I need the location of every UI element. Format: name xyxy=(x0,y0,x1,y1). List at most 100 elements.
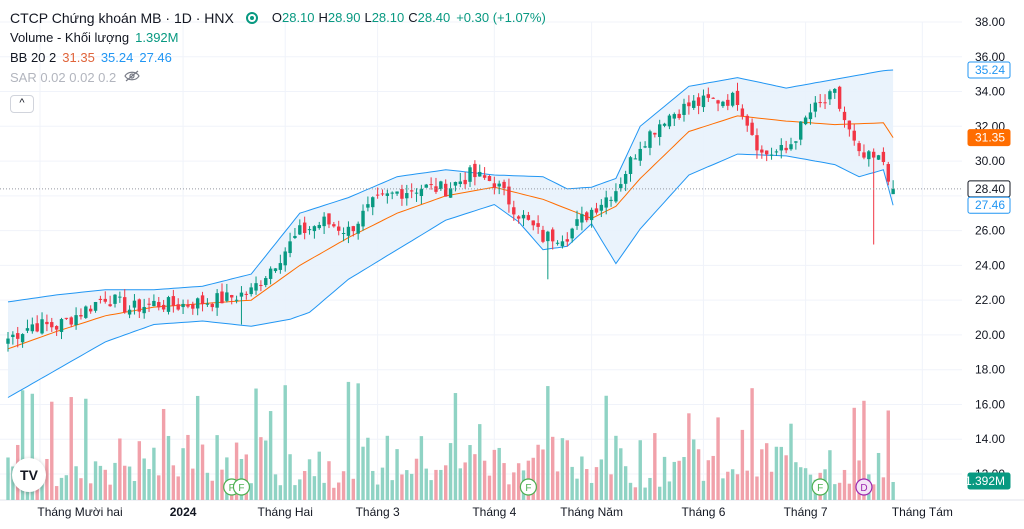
candle-body xyxy=(166,297,171,312)
bb-basis-value: 31.35 xyxy=(62,50,95,65)
volume-bar xyxy=(833,484,837,500)
volume-bar xyxy=(327,461,331,500)
volume-bar xyxy=(638,440,642,500)
volume-bar xyxy=(594,467,599,500)
volume-bar xyxy=(482,460,487,500)
sar-legend-row[interactable]: SAR 0.02 0.02 0.2 xyxy=(10,68,546,88)
candle-body xyxy=(400,188,404,199)
candle-body xyxy=(59,319,64,332)
candle-body xyxy=(730,92,735,106)
price-badge-label: 28.40 xyxy=(975,182,1005,196)
volume-bar xyxy=(152,447,156,500)
candle-body xyxy=(794,141,798,143)
candle-body xyxy=(828,91,832,100)
candle-body xyxy=(876,155,881,160)
volume-bar xyxy=(662,456,667,500)
candle-body xyxy=(502,181,506,189)
candle-body xyxy=(818,102,822,104)
candle-body xyxy=(633,158,638,160)
volume-bar xyxy=(604,395,608,500)
candle-body xyxy=(628,157,633,174)
candle-body xyxy=(390,192,394,194)
candle-body xyxy=(366,204,370,208)
volume-bar xyxy=(234,442,239,500)
candle-body xyxy=(444,183,448,197)
candle-body xyxy=(337,226,341,231)
volume-bar xyxy=(200,444,205,500)
volume-bar xyxy=(356,383,360,500)
tradingview-logo[interactable]: TV xyxy=(12,458,46,492)
time-axis-label: Tháng Hai xyxy=(258,505,313,519)
volume-bar xyxy=(273,474,278,500)
candle-body xyxy=(657,124,662,137)
volume-bar xyxy=(862,400,866,500)
sar-indicator-name: SAR 0.02 0.02 0.2 xyxy=(10,70,117,85)
volume-bar xyxy=(575,478,579,500)
candle-body xyxy=(769,154,774,156)
candle-body xyxy=(278,263,283,270)
volume-bar xyxy=(458,468,462,500)
price-tick-label: 26.00 xyxy=(975,224,1005,238)
volume-bar xyxy=(351,478,356,500)
symbol-title[interactable]: CTCP Chứng khoán MB · 1D · HNX xyxy=(10,10,234,26)
candle-body xyxy=(643,146,647,148)
candle-body xyxy=(118,296,122,298)
candle-body xyxy=(619,184,623,189)
candle-body xyxy=(623,174,628,184)
bb-legend-row[interactable]: BB 20 2 31.35 35.24 27.46 xyxy=(10,48,546,68)
candle-body xyxy=(458,181,462,185)
volume-bar xyxy=(137,441,142,500)
price-tick-label: 18.00 xyxy=(975,363,1005,377)
candle-body xyxy=(852,130,856,141)
volume-bar xyxy=(147,469,151,500)
candle-body xyxy=(550,229,555,242)
volume-bar xyxy=(648,477,652,500)
candle-body xyxy=(249,287,253,295)
candle-body xyxy=(760,149,764,153)
volume-bar xyxy=(740,429,745,500)
volume-bar xyxy=(774,446,779,500)
candle-body xyxy=(721,101,725,107)
hidden-eye-icon[interactable] xyxy=(124,68,140,88)
volume-bar xyxy=(337,482,341,500)
volume-bar xyxy=(254,388,258,500)
volume-bar xyxy=(444,465,448,500)
volume-bar xyxy=(385,435,390,500)
candle-body xyxy=(507,186,511,205)
candle-body xyxy=(614,191,618,202)
candle-body xyxy=(439,181,443,190)
volume-bar xyxy=(414,458,419,500)
volume-bar xyxy=(585,469,589,500)
candle-body xyxy=(696,97,701,106)
volume-bar xyxy=(502,463,506,500)
candle-body xyxy=(414,192,419,194)
volume-bar xyxy=(108,484,112,500)
volume-bar xyxy=(186,434,190,500)
candle-body xyxy=(268,268,273,279)
candle-body xyxy=(195,298,200,309)
ohlc-high-key: H xyxy=(318,10,328,25)
candle-body xyxy=(11,334,15,338)
volume-bar xyxy=(98,465,103,500)
volume-bar xyxy=(550,436,555,500)
volume-bar xyxy=(633,487,638,500)
volume-bar xyxy=(69,397,73,500)
bb-upper-line xyxy=(7,69,894,303)
candle-body xyxy=(419,188,424,197)
volume-bar xyxy=(390,480,394,500)
candle-body xyxy=(181,303,185,308)
candle-body xyxy=(302,222,307,234)
volume-bar xyxy=(161,408,166,500)
volume-bar xyxy=(555,471,560,500)
candle-body xyxy=(560,241,565,247)
volume-bar xyxy=(789,423,793,500)
volume-legend-row[interactable]: Volume - Khối lượng 1.392M xyxy=(10,28,546,48)
candle-body xyxy=(862,152,866,158)
candle-body xyxy=(113,294,117,304)
price-tick-label: 20.00 xyxy=(975,328,1005,342)
volume-bar xyxy=(701,480,706,500)
volume-bar xyxy=(298,479,302,500)
time-axis-label: Tháng Năm xyxy=(560,505,623,519)
collapse-legend-button[interactable]: ^ xyxy=(10,95,34,113)
